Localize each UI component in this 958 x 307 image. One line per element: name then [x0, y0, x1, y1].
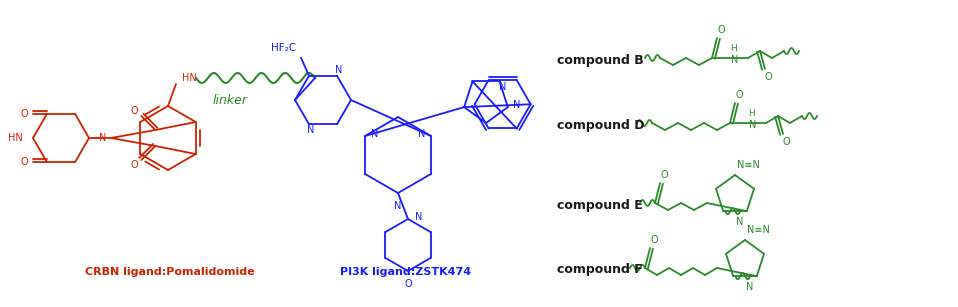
Text: linker: linker: [213, 94, 247, 107]
Text: compound F: compound F: [557, 263, 643, 277]
Text: compound B: compound B: [557, 53, 644, 67]
Text: N≡N: N≡N: [747, 225, 770, 235]
Text: N: N: [371, 129, 378, 139]
Text: N: N: [737, 217, 743, 227]
Text: H: H: [748, 108, 755, 118]
Text: O: O: [404, 279, 412, 289]
Text: O: O: [20, 109, 28, 119]
Text: N: N: [749, 120, 757, 130]
Text: H: H: [731, 44, 738, 52]
Text: O: O: [782, 137, 789, 147]
Text: compound D: compound D: [557, 119, 645, 131]
Text: N: N: [418, 129, 425, 139]
Text: N: N: [731, 55, 739, 65]
Text: CRBN ligand:Pomalidomide: CRBN ligand:Pomalidomide: [85, 267, 255, 277]
Text: N: N: [335, 65, 343, 75]
Text: O: O: [20, 157, 28, 167]
Text: N: N: [100, 133, 106, 143]
Text: HN: HN: [9, 133, 23, 143]
Text: N: N: [513, 100, 520, 110]
Text: N: N: [415, 212, 422, 222]
Text: N: N: [746, 282, 754, 292]
Text: N: N: [499, 82, 506, 92]
Text: HF₂C: HF₂C: [271, 43, 296, 53]
Text: O: O: [660, 170, 668, 180]
Text: N: N: [308, 125, 314, 135]
Text: compound E: compound E: [557, 199, 643, 212]
Text: HN: HN: [182, 73, 196, 83]
Text: PI3K ligand:ZSTK474: PI3K ligand:ZSTK474: [340, 267, 471, 277]
Text: N: N: [395, 201, 401, 211]
Text: O: O: [650, 235, 658, 245]
Text: O: O: [718, 25, 725, 35]
Text: O: O: [764, 72, 772, 82]
Text: O: O: [735, 90, 742, 100]
Text: O: O: [130, 106, 138, 116]
Text: N≡N: N≡N: [737, 160, 760, 170]
Text: O: O: [130, 160, 138, 170]
